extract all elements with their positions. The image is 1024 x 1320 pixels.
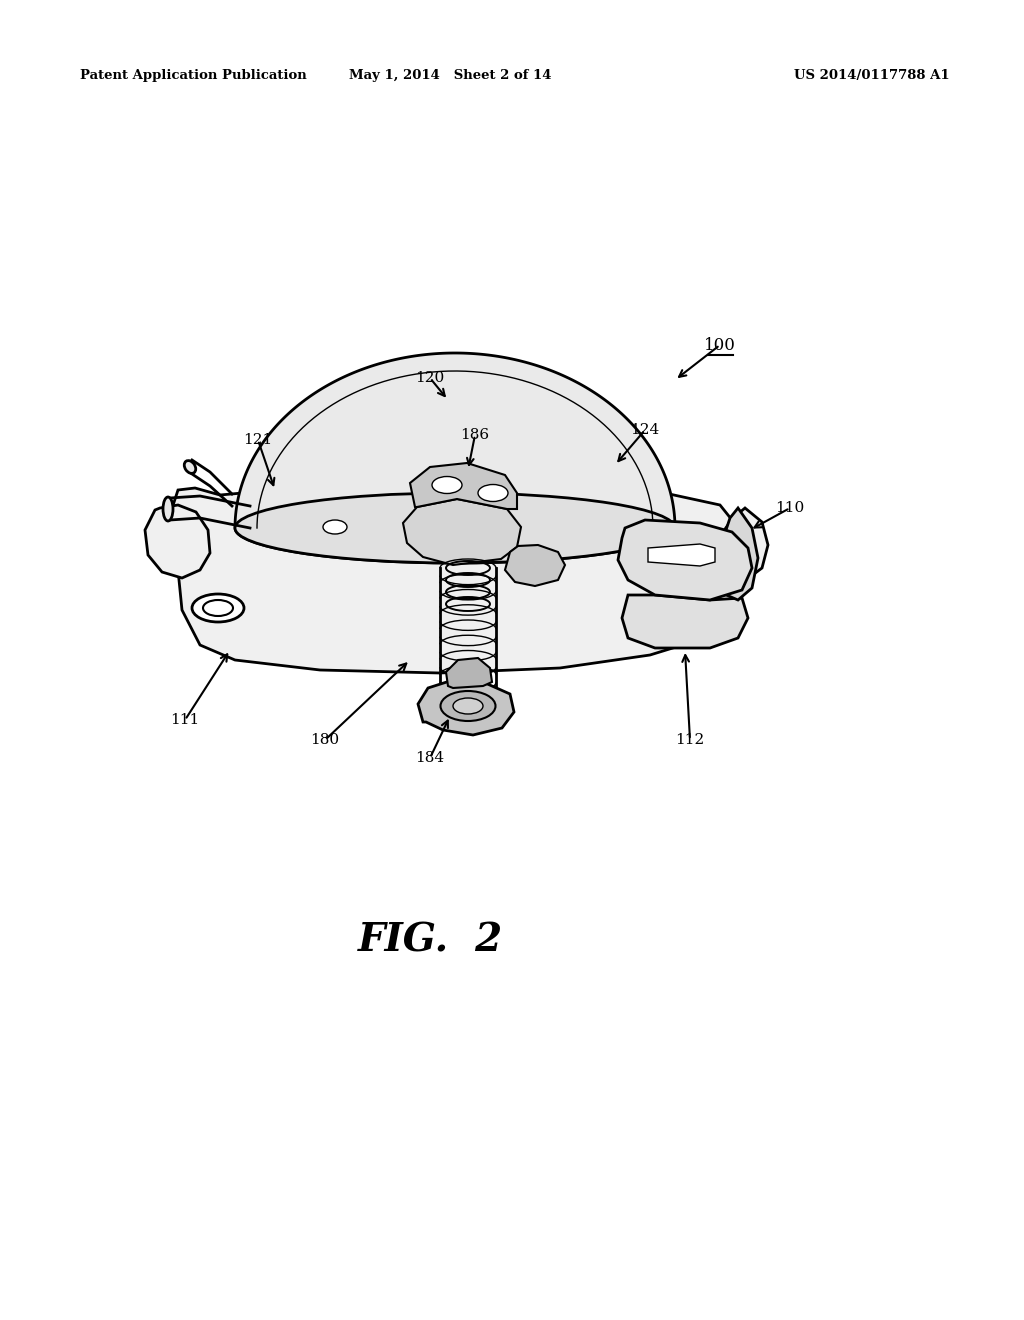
Polygon shape [234,352,675,564]
Text: May 1, 2014   Sheet 2 of 14: May 1, 2014 Sheet 2 of 14 [349,69,551,82]
Ellipse shape [193,594,244,622]
Ellipse shape [685,601,715,616]
Polygon shape [410,463,517,510]
Polygon shape [165,483,748,673]
Text: FIG.  2: FIG. 2 [357,921,503,960]
Ellipse shape [674,594,726,622]
Polygon shape [718,508,758,601]
Ellipse shape [203,601,233,616]
Polygon shape [618,520,752,601]
Text: 124: 124 [631,422,659,437]
Ellipse shape [453,698,483,714]
Ellipse shape [184,461,196,474]
Polygon shape [505,545,565,586]
Text: 100: 100 [705,337,736,354]
Text: 184: 184 [416,751,444,766]
Text: 180: 180 [310,733,340,747]
Ellipse shape [478,484,508,502]
Polygon shape [622,595,748,648]
Polygon shape [718,508,768,579]
Ellipse shape [323,520,347,535]
Ellipse shape [234,492,675,564]
Polygon shape [446,657,492,688]
Polygon shape [648,544,715,566]
Text: Patent Application Publication: Patent Application Publication [80,69,307,82]
Text: 112: 112 [676,733,705,747]
Polygon shape [145,506,210,578]
Text: 111: 111 [170,713,200,727]
Ellipse shape [440,690,496,721]
Ellipse shape [163,498,173,521]
Text: 186: 186 [461,428,489,442]
Ellipse shape [432,477,462,494]
Text: 120: 120 [416,371,444,385]
Text: 121: 121 [244,433,272,447]
Text: US 2014/0117788 A1: US 2014/0117788 A1 [795,69,950,82]
Polygon shape [403,499,521,565]
Text: 110: 110 [775,502,805,515]
Polygon shape [418,680,514,735]
